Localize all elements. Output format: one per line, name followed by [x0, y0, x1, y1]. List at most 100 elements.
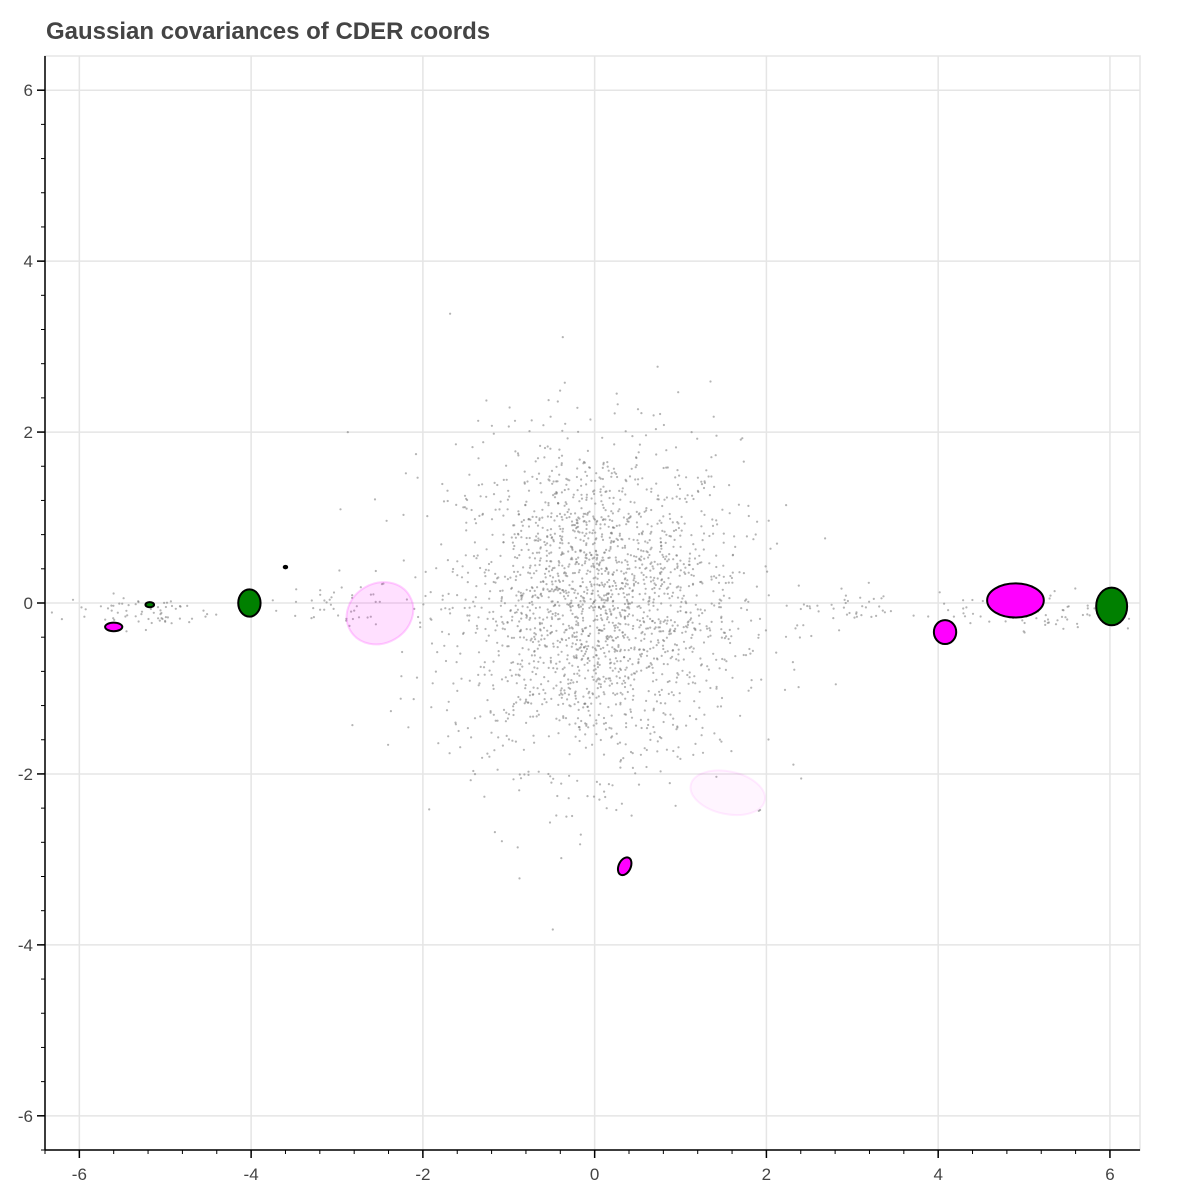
covariance-ellipse[interactable]: [686, 764, 769, 822]
scatter-point: [643, 557, 646, 560]
scatter-point: [652, 604, 655, 608]
scatter-point: [701, 726, 704, 730]
scatter-point: [516, 556, 519, 560]
scatter-point: [600, 567, 603, 570]
scatter-point: [619, 660, 622, 663]
scatter-point: [503, 575, 507, 578]
scatter-point: [607, 525, 610, 528]
covariance-ellipse[interactable]: [282, 564, 289, 570]
scatter-point: [400, 675, 403, 678]
scatter-point: [638, 443, 642, 446]
scatter-point: [533, 654, 536, 657]
covariance-ellipse[interactable]: [237, 588, 262, 618]
scatter-point: [608, 608, 611, 611]
scatter-point: [1086, 604, 1089, 607]
scatter-point: [634, 772, 637, 775]
scatter-point: [638, 619, 642, 623]
scatter-point: [533, 539, 536, 542]
scatter-point: [662, 630, 665, 633]
scatter-point: [600, 581, 603, 584]
covariance-ellipse[interactable]: [932, 619, 958, 646]
scatter-point: [527, 701, 530, 704]
scatter-point: [610, 682, 614, 685]
scatter-point: [510, 536, 513, 539]
scatter-point: [668, 597, 671, 600]
covariance-ellipse[interactable]: [986, 582, 1045, 619]
scatter-point: [609, 658, 612, 661]
scatter-point: [610, 727, 613, 730]
scatter-point: [501, 744, 504, 747]
scatter-point: [518, 773, 521, 776]
scatter-point: [602, 675, 605, 678]
scatter-point: [645, 550, 648, 553]
scatter-point: [557, 579, 561, 582]
scatter-point: [628, 657, 632, 661]
scatter-point: [694, 742, 697, 746]
scatter-point: [698, 690, 701, 693]
scatter-point: [633, 555, 636, 558]
scatter-point: [723, 658, 726, 661]
scatter-point: [330, 596, 333, 599]
scatter-point: [545, 549, 548, 552]
scatter-point: [454, 723, 457, 726]
scatter-point: [651, 666, 654, 669]
scatter-point: [590, 583, 593, 586]
scatter-point: [449, 612, 452, 615]
scatter-point: [715, 554, 718, 557]
scatter-point: [575, 654, 578, 657]
scatter-point: [532, 734, 535, 737]
scatter-point: [808, 605, 811, 608]
scatter-point: [534, 673, 538, 676]
scatter-point: [611, 784, 614, 787]
scatter-point: [574, 694, 577, 698]
covariance-ellipse[interactable]: [144, 601, 156, 609]
scatter-point: [609, 610, 612, 613]
scatter-point: [572, 496, 575, 499]
scatter-point: [633, 574, 636, 578]
scatter-point: [580, 507, 583, 510]
covariance-ellipse[interactable]: [1095, 586, 1129, 627]
scatter-point: [800, 777, 803, 780]
scatter-point: [883, 611, 887, 614]
scatter-point: [579, 843, 582, 846]
scatter-point: [506, 680, 509, 683]
scatter-point: [594, 605, 597, 609]
covariance-ellipse[interactable]: [104, 621, 124, 633]
scatter-point: [1088, 614, 1091, 617]
scatter-point: [662, 555, 665, 559]
scatter-point: [531, 475, 534, 478]
scatter-point: [534, 460, 537, 463]
scatter-point: [582, 539, 585, 543]
scatter-point: [580, 493, 583, 496]
scatter-point: [579, 600, 582, 603]
scatter-point: [700, 483, 704, 486]
scatter-point: [610, 475, 613, 478]
scatter-point: [378, 600, 381, 603]
scatter-point: [558, 693, 561, 697]
scatter-point: [600, 559, 603, 562]
scatter-point: [366, 616, 369, 619]
scatter-point: [553, 492, 557, 495]
scatter-point: [567, 542, 570, 545]
scatter-point: [640, 555, 643, 558]
scatter-point: [671, 624, 674, 627]
scatter-point: [588, 606, 591, 610]
scatter-point: [479, 665, 482, 669]
scatter-point: [843, 598, 846, 602]
scatter-point: [656, 563, 659, 566]
scatter-point: [648, 553, 651, 557]
scatter-point: [645, 576, 648, 579]
scatter-point: [505, 711, 508, 714]
scatter-point: [583, 534, 586, 538]
scatter-point: [468, 606, 471, 609]
scatter-point: [588, 696, 591, 699]
covariance-ellipse[interactable]: [615, 855, 634, 877]
scatter-point: [554, 671, 557, 674]
scatter-point: [678, 474, 681, 477]
scatter-point: [523, 678, 526, 681]
scatter-point: [125, 630, 128, 633]
scatter-point: [624, 713, 628, 716]
scatter-point: [663, 566, 666, 569]
covariance-ellipse[interactable]: [335, 570, 424, 656]
